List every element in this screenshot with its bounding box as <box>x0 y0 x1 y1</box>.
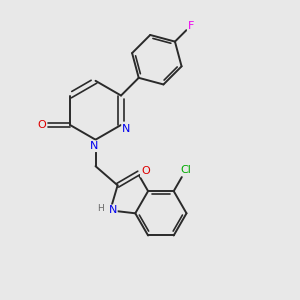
Text: H: H <box>98 204 104 213</box>
Text: F: F <box>188 21 194 31</box>
Text: N: N <box>90 141 98 151</box>
Text: O: O <box>141 167 150 176</box>
Text: Cl: Cl <box>181 165 191 175</box>
Text: N: N <box>108 206 117 215</box>
Text: O: O <box>37 120 46 130</box>
Text: N: N <box>122 124 130 134</box>
